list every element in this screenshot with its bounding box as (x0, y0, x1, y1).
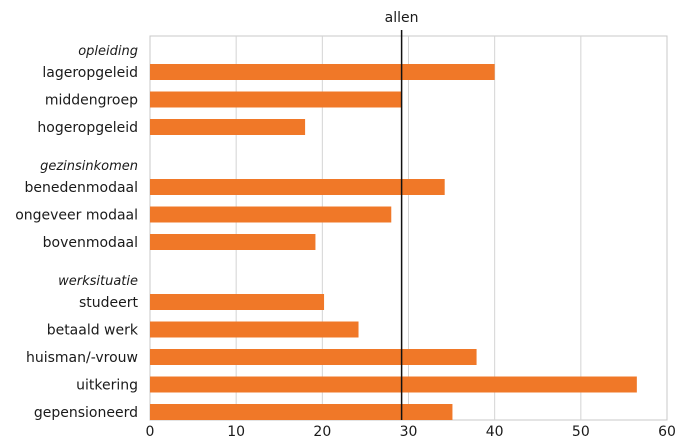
x-tick-label: 0 (146, 424, 155, 440)
x-tick-label: 20 (313, 424, 331, 440)
category-label: hogeropgeleid (37, 120, 138, 136)
category-label: ongeveer modaal (15, 208, 138, 224)
bars (150, 64, 637, 420)
x-axis-ticks: 0 10 20 30 40 50 60 (146, 424, 676, 440)
bar (150, 349, 477, 365)
reference-line-label: allen (385, 10, 419, 26)
group-heading: opleiding (78, 44, 138, 59)
category-label: uitkering (76, 378, 138, 394)
category-label: huisman/-vrouw (26, 350, 138, 366)
bar (150, 321, 359, 338)
bar (150, 206, 392, 223)
bar (150, 234, 316, 250)
category-labels: opleiding lageropgeleid middengroep hogerop… (15, 44, 139, 421)
bar (150, 294, 325, 310)
x-tick-label: 10 (227, 424, 245, 440)
x-tick-label: 40 (486, 424, 504, 440)
group-heading: werksituatie (58, 274, 138, 289)
category-label: gepensioneerd (34, 405, 138, 421)
category-label: betaald werk (47, 323, 139, 339)
x-tick-label: 60 (658, 424, 676, 440)
category-label: middengroep (45, 93, 138, 109)
group-heading: gezinsinkomen (40, 159, 138, 174)
bar (150, 376, 637, 393)
category-label: benedenmodaal (25, 180, 139, 196)
x-tick-label: 30 (400, 424, 418, 440)
category-label: studeert (79, 295, 139, 311)
category-label: lageropgeleid (42, 65, 138, 81)
bar (150, 179, 445, 195)
bar (150, 64, 495, 80)
category-label: bovenmodaal (43, 235, 138, 251)
bar (150, 91, 402, 108)
bar (150, 119, 306, 135)
x-tick-label: 50 (572, 424, 590, 440)
bar (150, 404, 453, 420)
